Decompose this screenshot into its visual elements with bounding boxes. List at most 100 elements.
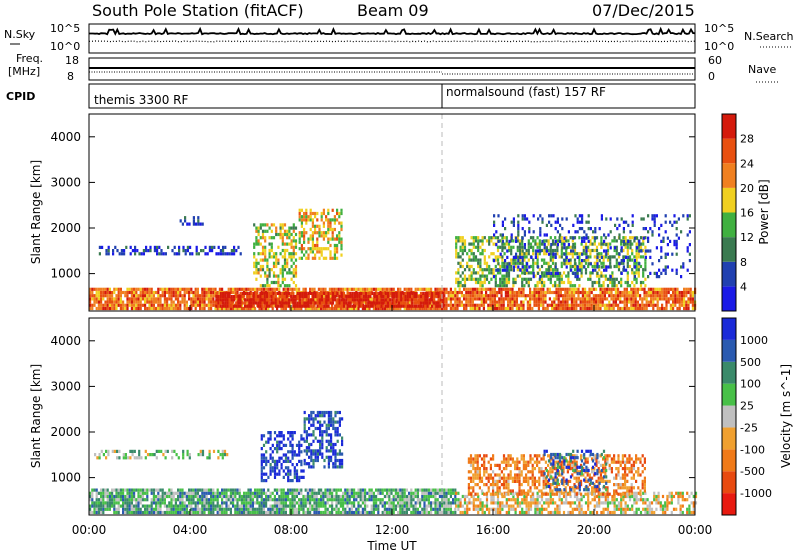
heatmap-cell [253, 264, 256, 269]
heatmap-cell [199, 501, 202, 505]
heatmap-cell [392, 510, 395, 515]
heatmap-cell [662, 239, 665, 243]
heatmap-cell [183, 300, 186, 304]
heatmap-cell [314, 295, 317, 299]
heatmap-cell [529, 242, 533, 246]
heatmap-cell [148, 510, 151, 515]
heatmap-cell [181, 222, 184, 226]
heatmap-cell [614, 303, 617, 307]
heatmap-cell [554, 236, 557, 240]
heatmap-cell [636, 236, 639, 240]
heatmap-cell [142, 249, 145, 253]
heatmap-cell [433, 301, 436, 305]
heatmap-cell [437, 295, 440, 299]
heatmap-cell [190, 507, 193, 511]
heatmap-cell [327, 291, 330, 295]
heatmap-cell [631, 220, 634, 224]
heatmap-cell [205, 491, 208, 495]
heatmap-cell [478, 287, 481, 291]
heatmap-cell [549, 258, 552, 262]
heatmap-cell [133, 297, 136, 301]
heatmap-cell [662, 236, 665, 240]
heatmap-cell [302, 297, 305, 301]
heatmap-cell [95, 510, 98, 515]
nsearch-top-tick: 10^5 [704, 22, 734, 35]
heatmap-cell [547, 248, 550, 253]
heatmap-cell [168, 297, 171, 301]
heatmap-cell [637, 264, 640, 269]
heatmap-cell [510, 268, 513, 272]
heatmap-cell [556, 230, 559, 234]
heatmap-cell [255, 264, 258, 269]
heatmap-cell [612, 297, 615, 301]
heatmap-cell [166, 510, 169, 515]
heatmap-cell [128, 504, 131, 508]
heatmap-cell [301, 304, 304, 308]
heatmap-cell [654, 287, 657, 291]
heatmap-cell [499, 268, 502, 272]
heatmap-cell [205, 303, 208, 307]
heatmap-cell [498, 303, 501, 307]
heatmap-cell [192, 303, 195, 307]
heatmap-cell [271, 507, 274, 511]
heatmap-cell [414, 491, 417, 495]
heatmap-cell [368, 498, 371, 502]
heatmap-cell [277, 277, 280, 281]
heatmap-cell [102, 498, 105, 502]
heatmap-cell [416, 287, 419, 291]
heatmap-cell [262, 491, 265, 495]
heatmap-cell [217, 304, 220, 308]
heatmap-cell [100, 494, 103, 499]
heatmap-cell [493, 233, 496, 237]
heatmap-cell [150, 491, 153, 495]
heatmap-cell [194, 300, 197, 304]
heatmap-cell [273, 504, 276, 508]
heatmap-cell [425, 498, 428, 502]
heatmap-cell [258, 306, 261, 311]
date-label: 07/Dec/2015 [592, 1, 695, 20]
heatmap-cell [287, 301, 291, 305]
heatmap-cell [111, 501, 114, 505]
heatmap-cell [501, 242, 504, 246]
heatmap-cell [264, 252, 267, 256]
heatmap-cell [400, 295, 403, 299]
heatmap-cell [336, 243, 339, 248]
heatmap-cell [153, 245, 156, 249]
heatmap-cell [510, 220, 513, 224]
heatmap-cell [271, 498, 274, 502]
heatmap-cell [370, 498, 373, 502]
heatmap-cell [449, 290, 452, 295]
heatmap-cell [102, 510, 105, 515]
heatmap-cell [447, 290, 450, 295]
heatmap-cell [569, 245, 572, 249]
heatmap-cell [537, 287, 540, 291]
heatmap-cell [265, 295, 269, 299]
heatmap-cell [390, 488, 393, 492]
heatmap-cell [281, 277, 284, 281]
heatmap-cell [173, 245, 176, 249]
heatmap-cell [439, 298, 442, 302]
heatmap-cell [551, 290, 554, 295]
heatmap-cell [349, 295, 352, 299]
heatmap-cell [507, 300, 510, 304]
heatmap-cell [647, 303, 650, 307]
heatmap-cell [619, 297, 622, 301]
colorbar-frame [721, 113, 737, 312]
heatmap-cell [95, 294, 98, 298]
heatmap-cell [359, 491, 362, 495]
heatmap-cell [588, 294, 591, 298]
heatmap-cell [267, 494, 270, 499]
heatmap-cell [416, 491, 419, 495]
heatmap-cell [236, 501, 239, 505]
heatmap-cell [362, 295, 365, 299]
heatmap-cell [423, 494, 426, 499]
heatmap-cell [373, 298, 376, 302]
heatmap-cell [606, 258, 610, 262]
heatmap-cell [481, 242, 484, 246]
heatmap-cell [384, 298, 387, 302]
heatmap-cell [676, 297, 679, 301]
heatmap-cell [503, 274, 506, 278]
heatmap-cell [635, 264, 638, 269]
heatmap-cell [378, 298, 381, 302]
heatmap-cell [517, 255, 520, 259]
